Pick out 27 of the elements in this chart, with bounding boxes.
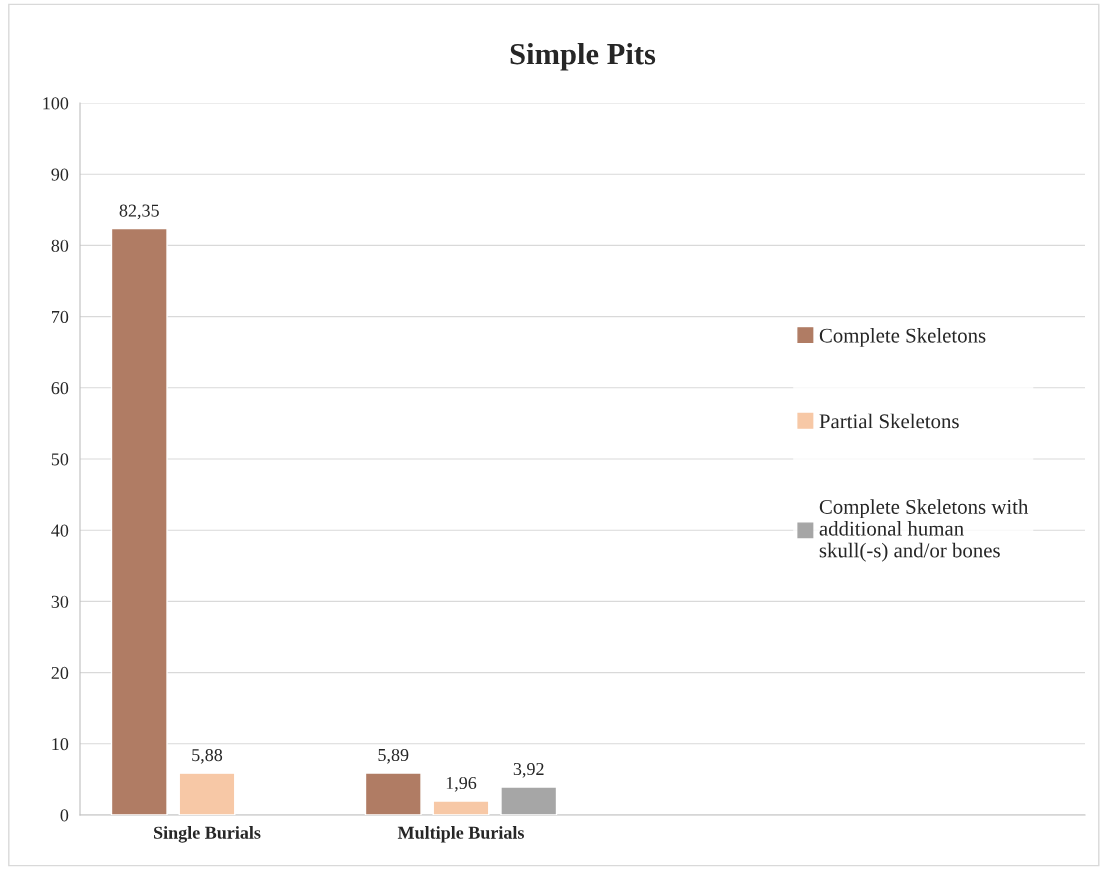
data-label: 3,92 bbox=[513, 762, 544, 778]
bar bbox=[178, 772, 236, 815]
y-tick-label: 100 bbox=[43, 97, 69, 110]
x-tick-label: Multiple Burials bbox=[397, 826, 525, 843]
legend-label: Partial Skeletons bbox=[819, 413, 959, 429]
y-tick-label: 60 bbox=[51, 382, 69, 395]
y-tick-label: 50 bbox=[51, 453, 69, 466]
bar bbox=[500, 786, 558, 815]
x-tick-label: Single Burials bbox=[154, 826, 261, 843]
y-tick-label: 40 bbox=[51, 524, 69, 537]
chart-title: Simple Pits bbox=[510, 42, 656, 71]
y-tick-label: 80 bbox=[51, 239, 69, 252]
bar bbox=[364, 772, 422, 815]
bar bbox=[110, 227, 168, 815]
y-tick-label: 20 bbox=[51, 666, 69, 680]
data-label: 5,88 bbox=[192, 748, 223, 764]
data-label: 1,96 bbox=[446, 776, 477, 792]
data-label: 5,89 bbox=[378, 748, 409, 764]
legend-label: Complete Skeletons with additional human skull(-s) and/or bones bbox=[819, 499, 1029, 562]
legend-label: Complete Skeletons bbox=[819, 327, 986, 347]
y-tick-label: 10 bbox=[52, 738, 69, 751]
y-tick-label: 90 bbox=[51, 168, 69, 181]
y-tick-label: 70 bbox=[52, 310, 69, 324]
y-tick-label: 0 bbox=[60, 809, 69, 822]
y-tick-label: 30 bbox=[51, 595, 69, 608]
data-label: 82,35 bbox=[119, 204, 159, 220]
bar bbox=[432, 800, 490, 815]
